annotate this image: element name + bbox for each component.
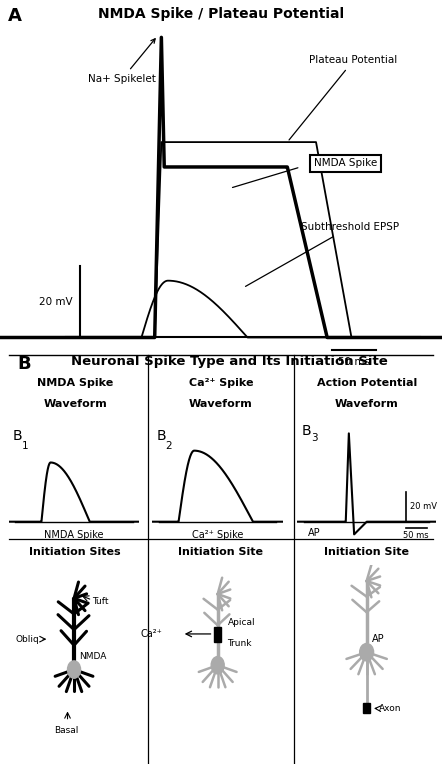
Circle shape xyxy=(68,661,80,678)
Text: Trunk: Trunk xyxy=(228,639,252,648)
Text: AP: AP xyxy=(308,528,321,538)
Text: NMDA Spike: NMDA Spike xyxy=(37,378,113,388)
Text: Waveform: Waveform xyxy=(335,399,399,410)
Text: AP: AP xyxy=(372,634,385,644)
Text: NMDA Spike: NMDA Spike xyxy=(314,158,377,168)
Text: Na+ Spikelet: Na+ Spikelet xyxy=(88,39,156,84)
Text: NMDA: NMDA xyxy=(79,652,107,661)
Text: Plateau Potential: Plateau Potential xyxy=(289,56,398,140)
Text: Neuronal Spike Type and Its Initiation Site: Neuronal Spike Type and Its Initiation S… xyxy=(72,354,388,367)
Text: Apical: Apical xyxy=(228,618,255,627)
Text: 2: 2 xyxy=(165,441,172,451)
Text: 20 mV: 20 mV xyxy=(410,503,437,511)
Bar xyxy=(363,703,370,713)
Text: 20 mV: 20 mV xyxy=(39,297,73,307)
Text: Waveform: Waveform xyxy=(189,399,253,410)
Text: B: B xyxy=(13,429,23,442)
Text: 3: 3 xyxy=(311,433,317,443)
Text: Initiation Site: Initiation Site xyxy=(179,546,263,557)
Text: 1: 1 xyxy=(22,441,28,451)
Text: 50 ms: 50 ms xyxy=(338,357,370,367)
Text: Initiation Sites: Initiation Sites xyxy=(29,546,121,557)
Text: Tuft: Tuft xyxy=(92,597,109,607)
Text: Ca²⁺ Spike: Ca²⁺ Spike xyxy=(189,378,253,388)
Text: NMDA Spike / Plateau Potential: NMDA Spike / Plateau Potential xyxy=(98,7,344,21)
Text: Action Potential: Action Potential xyxy=(317,378,417,388)
Circle shape xyxy=(211,656,224,674)
Text: Initiation Site: Initiation Site xyxy=(324,546,409,557)
Text: A: A xyxy=(8,7,22,25)
Text: B: B xyxy=(301,425,311,439)
Text: Axon: Axon xyxy=(379,704,402,713)
Text: Subthreshold EPSP: Subthreshold EPSP xyxy=(245,222,399,286)
Bar xyxy=(214,627,221,642)
Text: Obliq.: Obliq. xyxy=(15,635,42,643)
Text: Basal: Basal xyxy=(54,726,78,735)
Text: Waveform: Waveform xyxy=(43,399,107,410)
Text: NMDA Spike: NMDA Spike xyxy=(44,530,104,540)
Text: Ca²⁺: Ca²⁺ xyxy=(141,629,162,639)
Text: B: B xyxy=(156,429,166,442)
Text: B: B xyxy=(18,354,31,373)
Text: Ca²⁺ Spike: Ca²⁺ Spike xyxy=(192,530,244,540)
Circle shape xyxy=(360,643,373,661)
Text: 50 ms: 50 ms xyxy=(403,531,429,540)
